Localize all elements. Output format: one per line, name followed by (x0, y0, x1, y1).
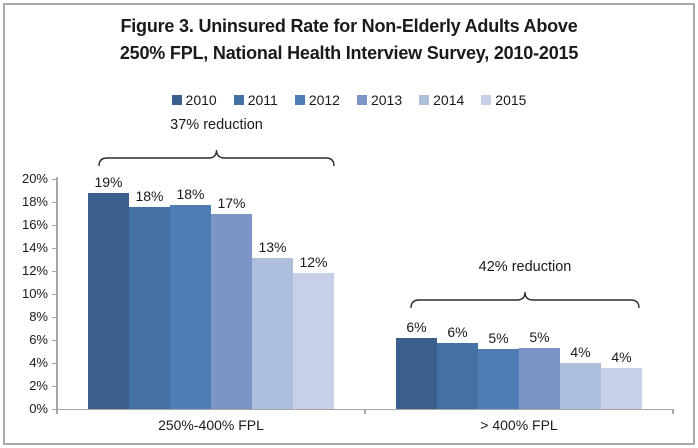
plot-area: 19% 18% 18% 17% 13% 12% 6% 6% 5% 5% 4% 4% (57, 174, 673, 409)
bar-2015 (601, 367, 642, 409)
chart-title-line-2: 250% FPL, National Health Interview Surv… (119, 43, 579, 63)
y-tick-label: 20% (21, 171, 48, 186)
legend-swatch-icon (294, 95, 305, 105)
legend-label: 2013 (370, 92, 403, 108)
chart-title-line-1: Figure 3. Uninsured Rate for Non-Elderly… (120, 16, 578, 36)
bar-value-label: 6% (447, 324, 468, 341)
legend-item-2013: 2013 (356, 92, 403, 108)
legend-item-2015: 2015 (481, 92, 526, 108)
legend-item-2010: 2010 (171, 92, 217, 108)
bar-value-label: 17% (217, 194, 246, 211)
y-tick-label: 4% (29, 355, 48, 370)
annotation-text: 42% reduction (478, 259, 572, 275)
bar-value-label: 12% (299, 254, 328, 271)
bar-2012 (170, 205, 211, 409)
brace-icon (98, 146, 335, 167)
legend-label: 2011 (247, 92, 278, 108)
y-axis-line (56, 177, 58, 410)
y-tick-mark (52, 247, 57, 249)
y-tick-mark (52, 293, 57, 295)
x-tick-mark (56, 409, 58, 414)
legend-swatch-icon (233, 95, 244, 105)
y-tick-mark (52, 224, 57, 226)
bar-2014 (560, 363, 601, 409)
bar-value-label: 19% (94, 173, 123, 190)
bar-2011 (437, 343, 478, 409)
legend-swatch-icon (171, 95, 182, 105)
y-tick-label: 12% (21, 263, 48, 278)
brace-icon (410, 288, 640, 309)
legend: 2010 2011 2012 2013 2014 2015 (0, 91, 698, 109)
legend-label: 2014 (433, 92, 465, 108)
bar-value-label: 4% (570, 344, 591, 360)
bar-value-label: 13% (258, 239, 287, 256)
legend-label: 2010 (185, 92, 217, 108)
bar-value-label: 18% (176, 186, 205, 203)
bar-value-label: 5% (529, 329, 550, 346)
y-tick-mark (52, 270, 57, 272)
y-tick-mark (52, 316, 57, 318)
legend-swatch-icon (356, 95, 367, 105)
legend-swatch-icon (481, 95, 492, 105)
legend-item-2014: 2014 (419, 92, 464, 108)
category-label: 250%-400% FPL (158, 417, 264, 433)
legend-item-2012: 2012 (294, 92, 340, 108)
y-tick-label: 8% (29, 309, 48, 324)
bar-2010 (396, 337, 437, 409)
y-tick-label: 16% (21, 217, 48, 232)
y-tick-label: 6% (29, 332, 48, 347)
legend-label: 2012 (308, 92, 340, 108)
y-tick-mark (52, 385, 57, 387)
y-tick-mark (52, 178, 57, 180)
bar-value-label: 18% (135, 187, 164, 204)
bar-2014 (252, 258, 293, 409)
y-tick-mark (52, 201, 57, 203)
bar-2011 (129, 206, 170, 409)
y-tick-label: 14% (21, 240, 48, 255)
bar-2015 (293, 273, 334, 409)
bar-value-label: 5% (488, 330, 509, 347)
bar-2013 (211, 213, 252, 409)
x-tick-mark (364, 409, 366, 414)
x-tick-mark (672, 409, 674, 414)
category-label: > 400% FPL (480, 417, 558, 433)
legend-swatch-icon (419, 95, 430, 105)
bar-2010 (88, 192, 129, 409)
y-tick-label: 10% (21, 286, 48, 301)
y-tick-label: 18% (21, 194, 48, 209)
bar-value-label: 4% (611, 348, 632, 365)
chart-title: Figure 3. Uninsured Rate for Non-Elderly… (0, 13, 698, 67)
y-tick-mark (52, 408, 57, 410)
legend-item-2011: 2011 (233, 92, 278, 108)
bar-2013 (519, 348, 560, 409)
annotation-text: 37% reduction (170, 117, 263, 133)
y-tick-label: 0% (29, 401, 48, 416)
y-tick-mark (52, 362, 57, 364)
y-tick-label: 2% (29, 378, 48, 393)
legend-label: 2015 (495, 92, 527, 108)
bar-2012 (478, 349, 519, 409)
bar-value-label: 6% (406, 318, 427, 335)
y-tick-mark (52, 339, 57, 341)
